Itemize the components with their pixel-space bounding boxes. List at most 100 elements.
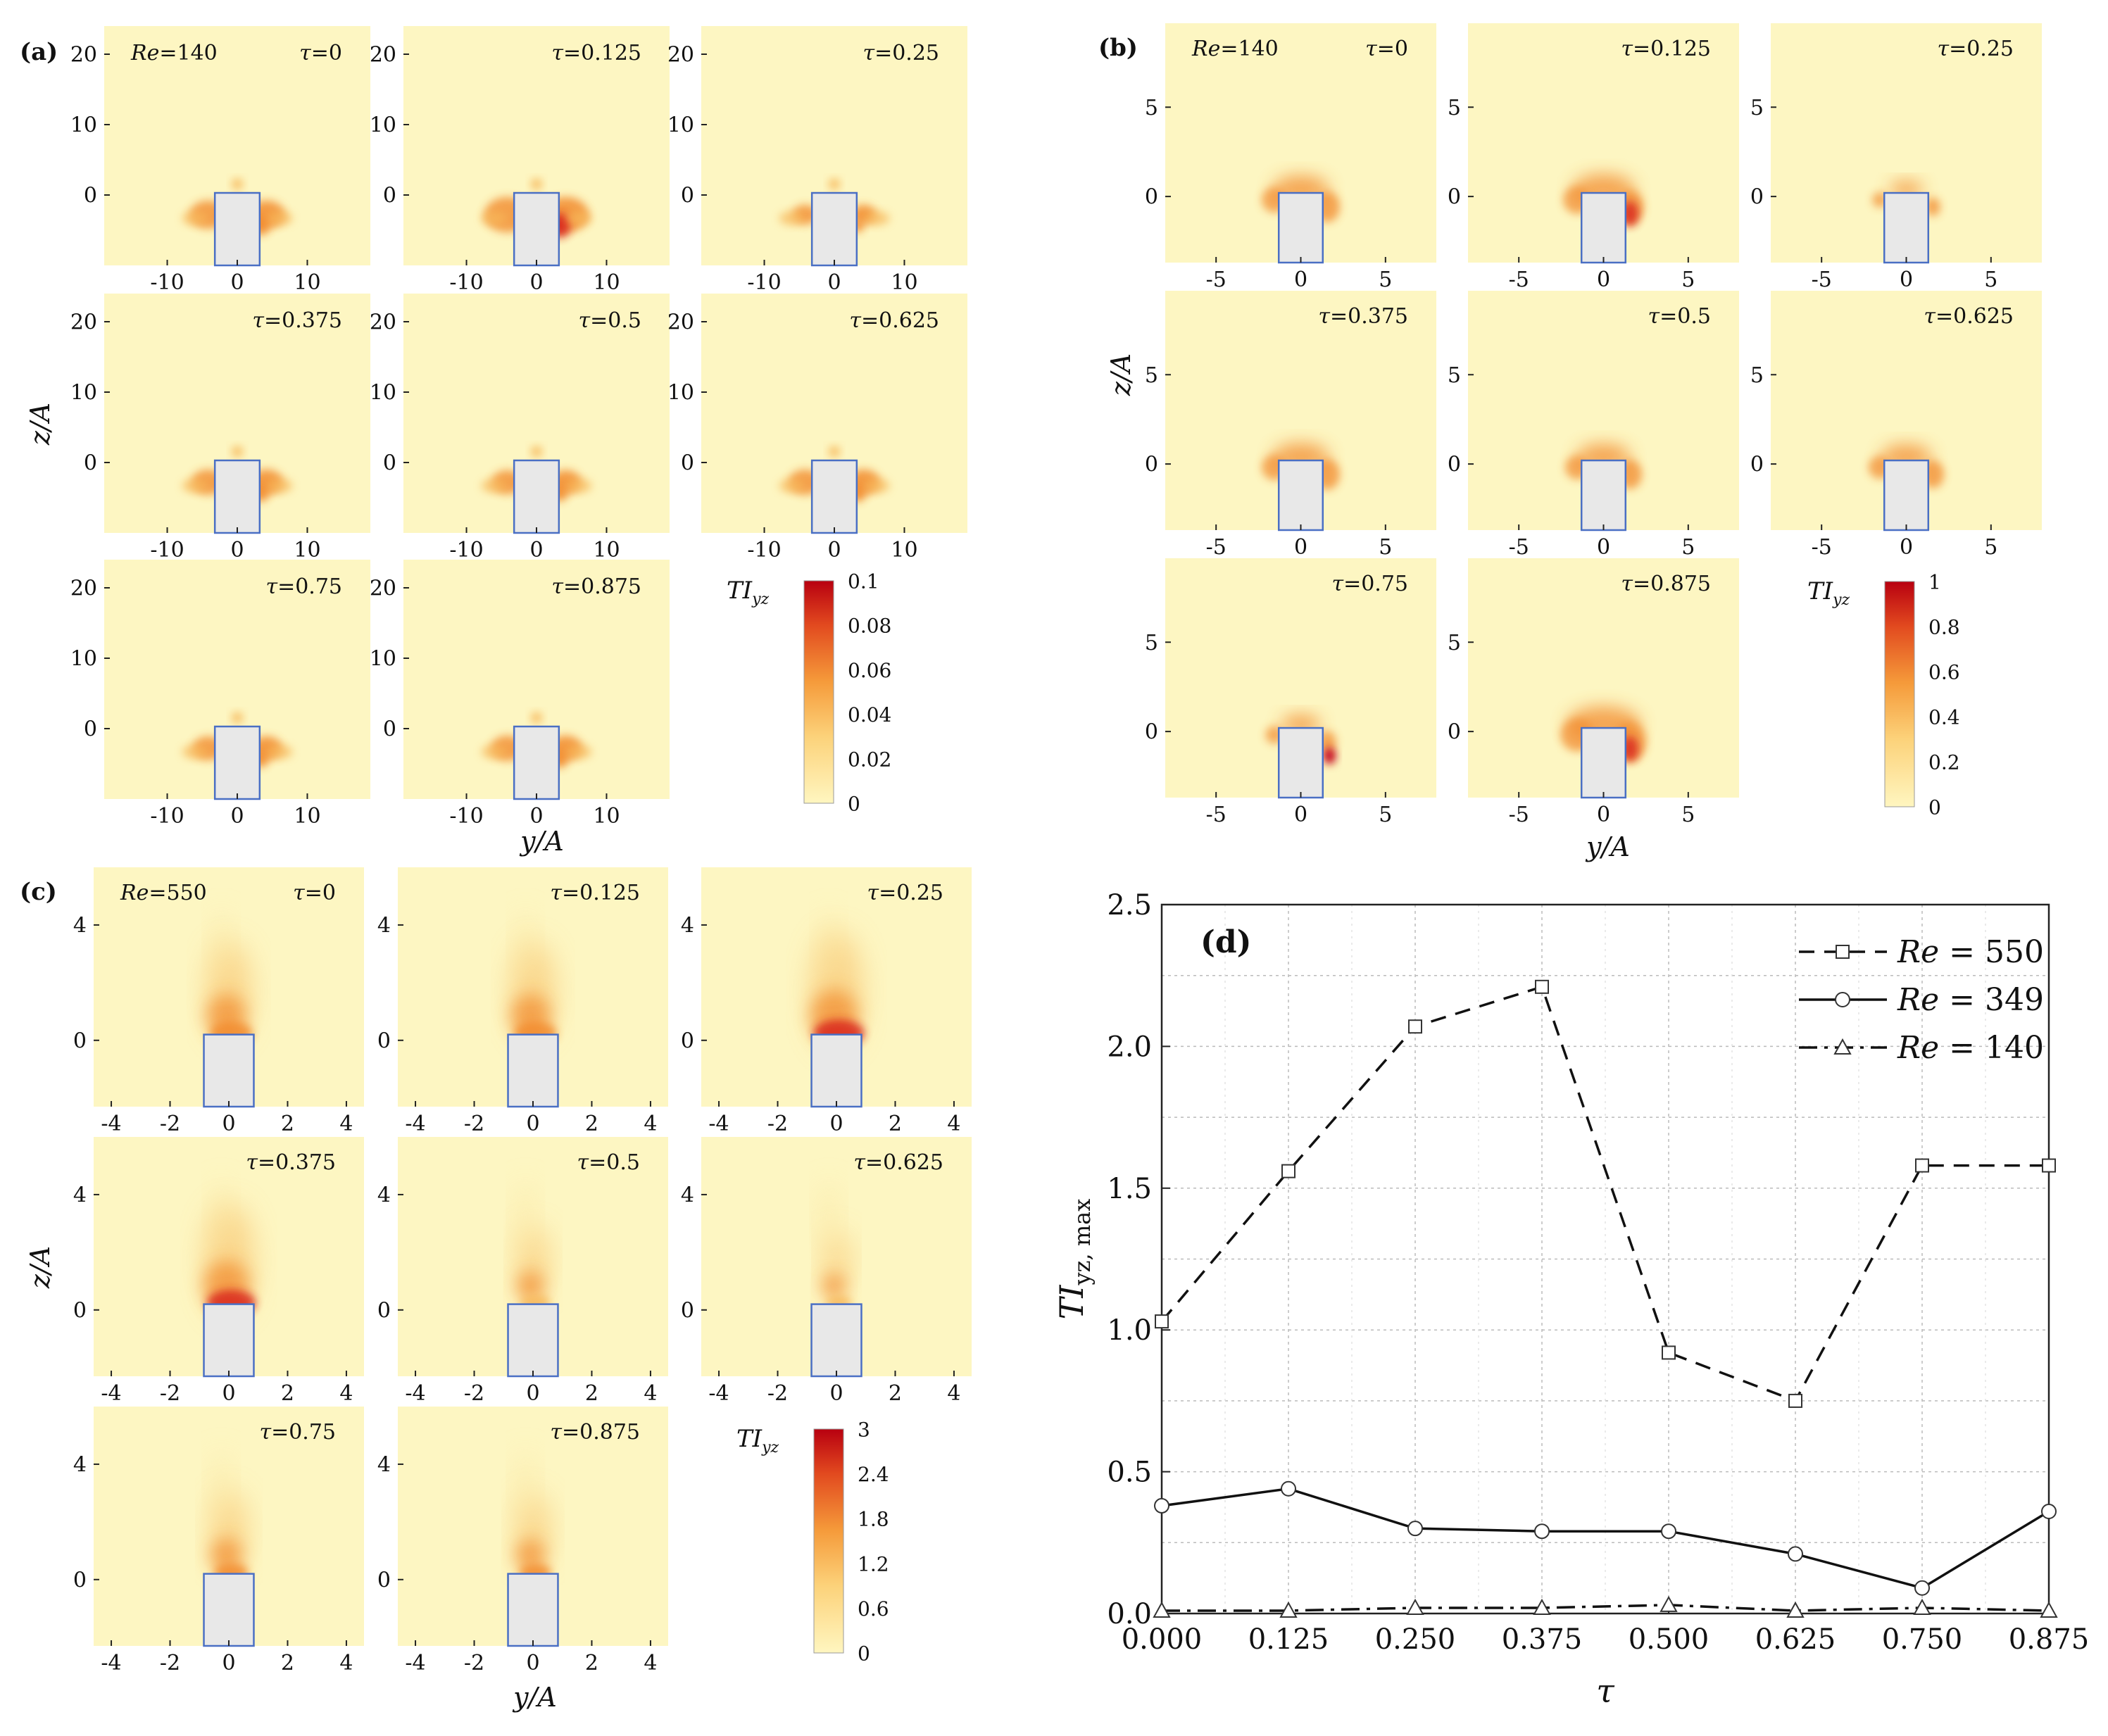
- data-point: [1914, 1580, 1930, 1596]
- y-tick-label: 10: [667, 381, 694, 405]
- obstacle-block: [513, 191, 560, 267]
- plot-frame: [1160, 903, 2050, 1615]
- y-tick-label: 0: [73, 1568, 87, 1592]
- colorbar-tick-label: 1.8: [858, 1508, 889, 1531]
- hotspot: [481, 211, 507, 226]
- panel-label: (c): [20, 878, 57, 906]
- x-tick-label: 5: [1984, 535, 1997, 560]
- x-tick-label: 2: [585, 1381, 598, 1406]
- x-tick-label: 4: [339, 1112, 353, 1136]
- x-tick-label: 0: [1294, 535, 1307, 560]
- hotspot: [516, 1270, 545, 1302]
- tau-label: τ=0.75: [265, 574, 342, 599]
- panel-d-line-chart: 0.0 0.5 1.0 1.5 2.0 2.5 0.000 0.125 0.250 0.375 0.…: [1053, 889, 2089, 1710]
- y-tick-label: 0: [377, 1029, 391, 1053]
- x-tick-label: -10: [449, 270, 483, 295]
- obstacle-block: [810, 459, 858, 534]
- panel-a-tau-6: [104, 560, 370, 800]
- panel-a-tau-1: [403, 26, 670, 267]
- x-tick-label: -5: [1812, 535, 1832, 560]
- x-tick-label: 0: [829, 1381, 843, 1406]
- turbulence-hotspots: [510, 912, 557, 1045]
- colorbar-tick-label: 0.8: [1928, 616, 1960, 639]
- colorbar-tick-label: 1: [1928, 571, 1941, 594]
- hotspot: [267, 745, 293, 760]
- y-tick-label: 0: [681, 1029, 694, 1053]
- y-tick-label: 4: [377, 913, 391, 938]
- x-tick-label: 0.000: [1122, 1623, 1203, 1656]
- y-tick-label: 4: [73, 913, 87, 938]
- data-point: [1153, 1601, 1171, 1618]
- y-tick-label: 0: [681, 1298, 694, 1323]
- obstacle-block: [203, 1573, 255, 1647]
- x-tick-label: 0.750: [1882, 1623, 1963, 1656]
- data-point: [2041, 1503, 2057, 1519]
- x-tick-label: 5: [1984, 268, 1997, 292]
- x-tick-label: 2: [889, 1381, 902, 1406]
- colorbar-tick-label: 0: [848, 793, 860, 816]
- tau-label: τ=0.5: [1648, 304, 1711, 329]
- hotspot: [566, 745, 592, 760]
- turbulence-hotspots: [515, 1182, 551, 1311]
- y-tick-label: 20: [70, 310, 97, 335]
- x-tick-label: 0: [230, 804, 244, 829]
- panel-b-tau-5: [1771, 291, 2042, 532]
- hotspot: [822, 1272, 846, 1300]
- y-tick-label: 4: [73, 1183, 87, 1207]
- x-tick-label: -2: [767, 1381, 788, 1406]
- x-tick-label: 0: [230, 270, 244, 295]
- obstacle-block: [213, 459, 261, 534]
- turbulence-hotspots: [515, 1452, 552, 1581]
- tau-label: τ=0.375: [1318, 304, 1408, 329]
- x-tick-label: 0.250: [1375, 1623, 1456, 1656]
- hotspot: [779, 211, 805, 226]
- x-tick-label: 10: [593, 270, 620, 295]
- panel-a-tau-0: [104, 26, 370, 267]
- panel-c-tau-5: [701, 1137, 972, 1378]
- y-axis-label: TIyz, max: [1053, 1199, 1096, 1320]
- y-tick-label: 20: [70, 577, 97, 601]
- x-tick-label: 2: [281, 1381, 294, 1406]
- colorbar-tick-label: 0.1: [848, 570, 879, 593]
- obstacle-block: [203, 1033, 255, 1108]
- y-tick-label: 0: [1750, 185, 1764, 210]
- y-tick-label: 0: [1750, 453, 1764, 477]
- y-tick-label: 10: [70, 113, 97, 138]
- y-tick-label: 0: [681, 451, 694, 476]
- x-tick-label: 0: [1597, 535, 1610, 560]
- obstacle-block: [1580, 727, 1627, 799]
- series-re-140: [1153, 1595, 2058, 1618]
- tau-label: τ=0.625: [853, 1150, 943, 1175]
- tau-label: τ=0.5: [577, 1150, 640, 1175]
- colorbar-label: TIyz: [727, 577, 770, 608]
- y-tick-label: 5: [1145, 631, 1158, 655]
- colorbar-tick-label: 0.6: [858, 1597, 889, 1621]
- data-point: [1406, 1598, 1424, 1615]
- y-tick-label: 0: [681, 184, 694, 208]
- data-point: [1660, 1595, 1678, 1612]
- data-point: [1154, 1497, 1169, 1514]
- x-tick-label: 0: [1597, 268, 1610, 292]
- colorbar: [813, 1428, 844, 1654]
- colorbar: [803, 580, 834, 804]
- data-point: [1408, 1019, 1422, 1034]
- series-line: [1160, 985, 2049, 1403]
- obstacle-block: [1580, 459, 1627, 532]
- panel-label: (a): [20, 38, 58, 66]
- x-tick-label: 0: [526, 1381, 539, 1406]
- panel-b-tau-1: [1468, 23, 1739, 264]
- hotspot: [531, 178, 542, 190]
- panel-a-grid: τ=0 20 10 0 -10 0 10 (a) Re=140 τ=0.125 20 10 0 -10 0 1…: [20, 26, 967, 857]
- y-tick-label: 10: [370, 113, 396, 138]
- y-tick-label: 0: [73, 1298, 87, 1323]
- hotspot: [211, 1182, 232, 1253]
- legend-label: Re = 349: [1897, 982, 2044, 1018]
- y-tick-label: 20: [667, 310, 694, 335]
- y-tick-label: 4: [681, 1183, 694, 1207]
- panel-b-tau-7: [1468, 558, 1739, 799]
- data-point: [2040, 1601, 2058, 1618]
- x-tick-label: -4: [405, 1112, 425, 1136]
- colorbar-tick-label: 0.4: [1928, 706, 1960, 729]
- series-line: [1161, 1487, 2050, 1590]
- data-point: [1281, 1480, 1296, 1497]
